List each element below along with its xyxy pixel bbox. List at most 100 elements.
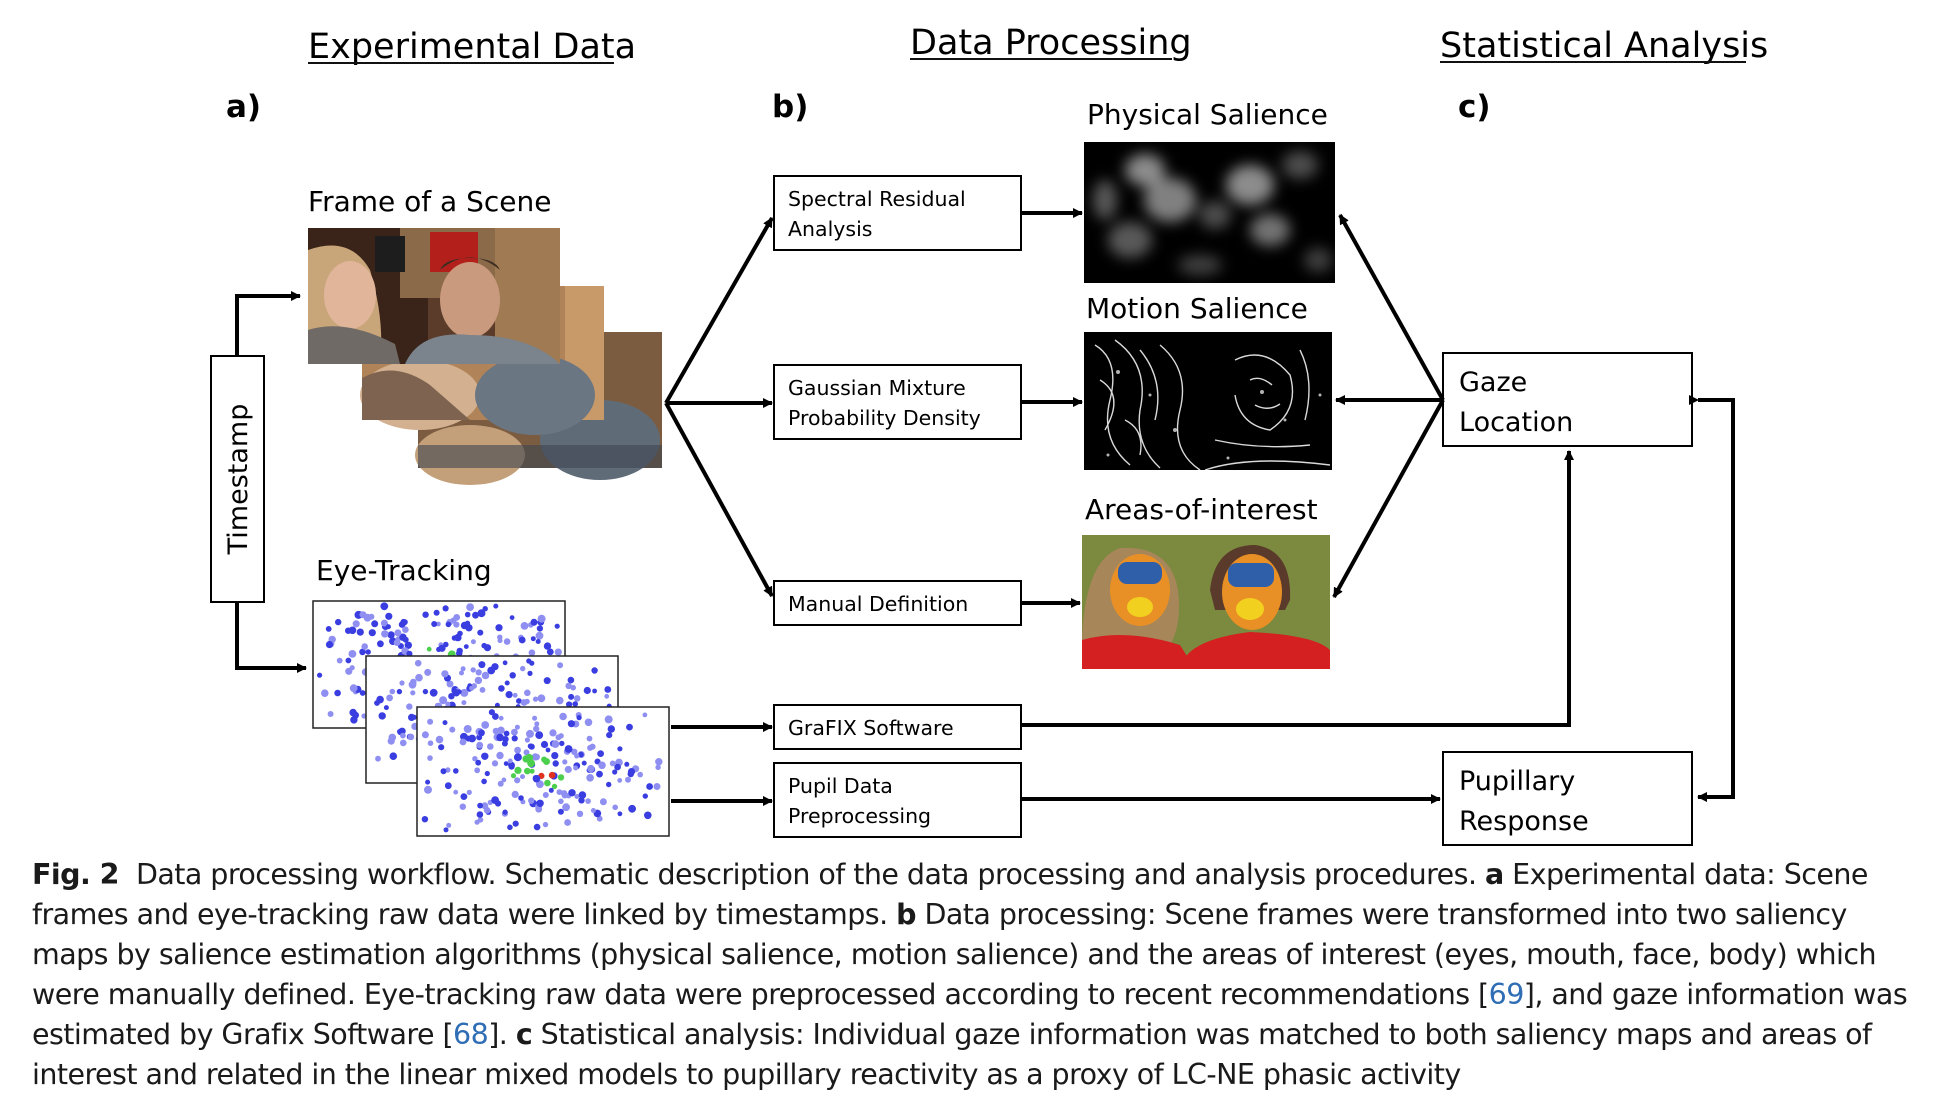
gaze-sample-dot <box>459 803 466 810</box>
gaze-sample-dot <box>498 685 505 692</box>
gaze-sample-dot <box>476 811 484 818</box>
gaze-sample-dot <box>501 777 507 783</box>
gaze-sample-dot <box>451 688 458 694</box>
gaze-sample-dot <box>325 641 334 649</box>
gaze-sample-dot <box>375 755 381 762</box>
gaze-sample-dot <box>477 802 483 809</box>
gaze-sample-dot <box>513 753 522 762</box>
gaze-sample-dot <box>335 618 342 626</box>
gaze-sample-dot <box>481 721 490 729</box>
grafix-to-gaze-arrow <box>1021 450 1574 727</box>
gaze-sample-dot <box>617 778 623 783</box>
physical-salience-map <box>1084 142 1335 283</box>
gaze-sample-dot <box>477 629 484 636</box>
gaze-sample-dot <box>587 744 594 751</box>
gaze-sample-dot <box>583 686 591 695</box>
gaze-sample-dot <box>497 726 505 734</box>
gaze-sample-dot <box>477 609 486 618</box>
gaze-sample-dot <box>463 644 469 649</box>
citation-68-link[interactable]: 68 <box>453 1018 489 1051</box>
caption-fig-label: Fig. 2 <box>32 858 119 891</box>
physical-salience-label: Physical Salience <box>1087 98 1328 131</box>
gaze-sample-dot <box>557 774 565 781</box>
gaze-sample-dot <box>478 661 486 669</box>
gaze-sample-dot <box>625 776 631 783</box>
gaze-sample-dot <box>508 763 515 770</box>
gaze-sample-dot <box>491 663 499 671</box>
gaze-sample-dot <box>427 755 433 761</box>
gaze-sample-dot <box>520 699 528 706</box>
gaze-sample-dot <box>526 729 534 738</box>
gaze-sample-dot <box>596 770 603 778</box>
gaze-sample-dot <box>559 712 567 721</box>
panel-label-b: b) <box>772 89 808 125</box>
gaze-sample-dot <box>453 621 460 628</box>
gaze-sample-dot <box>535 631 544 640</box>
gaze-sample-dot <box>591 667 598 674</box>
gaze-sample-dot <box>512 692 518 698</box>
gaze-sample-dot <box>459 738 467 746</box>
gaze-sample-dot <box>460 793 468 800</box>
gaze-sample-dot <box>504 680 510 686</box>
gaze-sample-dot <box>433 609 440 616</box>
gaze-sample-dot <box>653 783 661 790</box>
gaze-sample-dot <box>584 718 593 727</box>
gaze-sample-dot <box>456 650 463 657</box>
gaze-sample-dot <box>557 662 564 669</box>
gaze-sample-dot <box>604 715 613 724</box>
gaze-sample-dot <box>476 741 484 749</box>
gaze-sample-dot <box>414 659 422 667</box>
gaze-sample-dot <box>408 680 417 689</box>
gaze-sample-dot <box>438 644 446 652</box>
gaze-sample-dot <box>532 696 539 702</box>
gaussian-line-1: Gaussian Mixture <box>788 376 966 400</box>
gaze-sample-dot <box>424 785 432 794</box>
gaze-sample-dot <box>445 621 452 628</box>
gaze-sample-dot <box>470 639 476 645</box>
gaze-sample-dot <box>604 693 610 699</box>
gaze-sample-dot <box>361 643 369 650</box>
gaze-sample-dot <box>502 809 508 815</box>
motion-salience-label: Motion Salience <box>1086 292 1308 325</box>
gaze-sample-dot <box>397 729 403 735</box>
gaze-sample-dot <box>470 667 476 673</box>
gaze-sample-dot <box>502 660 508 666</box>
gaze-sample-dot <box>466 789 472 796</box>
gaze-sample-dot <box>568 789 576 797</box>
gaze-sample-dot <box>509 672 516 679</box>
gaze-sample-dot <box>525 754 534 762</box>
timestamp-to-frame-arrow <box>235 291 301 356</box>
gaze-line-1: Gaze <box>1459 367 1527 398</box>
gaze-sample-dot <box>609 760 616 767</box>
gaze-sample-dot <box>530 636 536 642</box>
gaze-sample-dot <box>520 622 529 630</box>
gaze-sample-dot <box>442 720 448 726</box>
gaze-sample-dot <box>461 700 467 706</box>
gaze-sample-dot <box>530 618 538 626</box>
gaze-sample-dot <box>590 808 596 813</box>
gaze-sample-dot <box>449 726 456 733</box>
gaze-sample-dot <box>535 805 543 813</box>
gaze-sample-dot <box>606 732 613 739</box>
gaze-sample-dot <box>389 752 398 760</box>
gaze-sample-dot <box>503 761 509 766</box>
gaze-sample-dot <box>567 720 576 728</box>
gaze-sample-dot <box>518 636 526 644</box>
gaze-sample-dot <box>497 780 504 787</box>
gaze-sample-dot <box>380 602 389 611</box>
frames-to-processing-arrows <box>664 217 774 597</box>
gaze-sample-dot <box>456 689 462 695</box>
gaze-sample-dot <box>524 767 531 775</box>
gaze-sample-dot <box>400 732 406 739</box>
gaze-sample-dot <box>510 773 517 779</box>
gaze-sample-dot <box>507 758 513 764</box>
gaze-sample-dot <box>520 774 525 780</box>
gaze-sample-dot <box>491 760 499 767</box>
gaze-sample-dot <box>481 778 487 785</box>
gaze-sample-dot <box>325 626 332 632</box>
gaze-sample-dot <box>472 756 478 762</box>
gaze-sample-dot <box>514 746 521 754</box>
scene-frame-stack <box>308 228 662 485</box>
gaze-sample-dot <box>481 671 490 680</box>
citation-69-link[interactable]: 69 <box>1488 978 1525 1011</box>
